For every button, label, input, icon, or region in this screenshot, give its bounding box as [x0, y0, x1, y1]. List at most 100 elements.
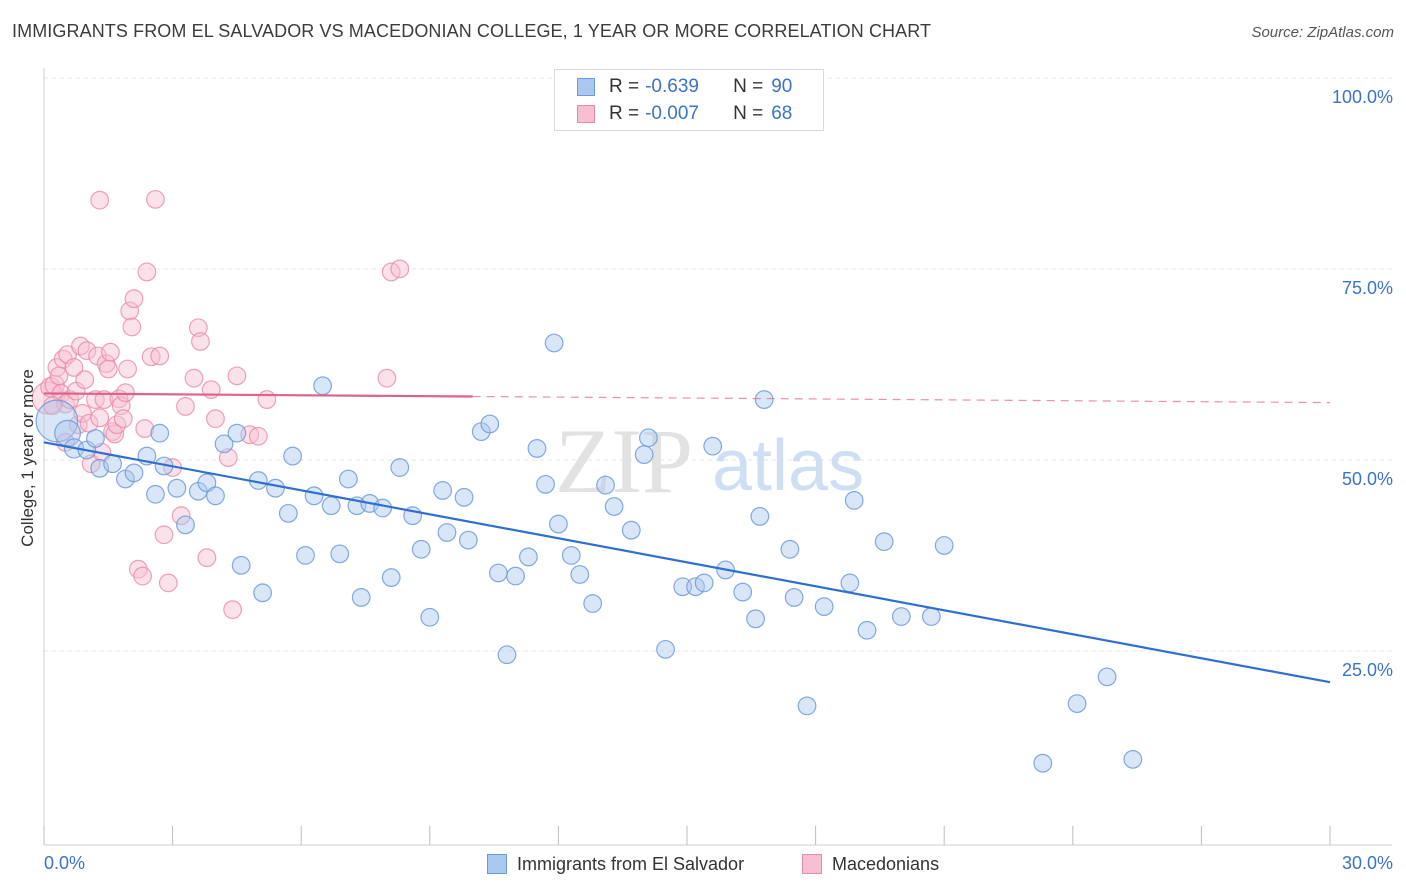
el-salvador-point: [147, 485, 165, 503]
el-salvador-point: [858, 621, 876, 639]
el-salvador-point: [391, 459, 409, 477]
bottom-legend-swatch-pink: [802, 854, 822, 874]
legend-box: R = -0.639 N = 90 R = -0.007 N = 68: [554, 69, 824, 131]
y-tick-label: 25.0%: [1342, 660, 1393, 680]
macedonian-point: [123, 318, 141, 336]
macedonian-point: [115, 410, 133, 428]
macedonian-point: [138, 263, 156, 281]
legend-r-label: R =: [609, 76, 639, 98]
el-salvador-point: [798, 697, 816, 715]
legend-n-value: 90: [771, 76, 792, 98]
legend-n-value: 68: [771, 103, 792, 125]
macedonian-point: [185, 369, 203, 387]
macedonian-point: [198, 549, 216, 567]
el-salvador-point: [305, 487, 323, 505]
el-salvador-point: [481, 415, 499, 433]
macedonian-point: [391, 260, 409, 278]
bottom-legend-label: Immigrants from El Salvador: [517, 854, 744, 875]
legend-row-macedonians: R = -0.007 N = 68: [577, 102, 792, 126]
macedonian-point: [378, 369, 396, 387]
el-salvador-point: [584, 595, 602, 613]
el-salvador-point: [322, 497, 340, 515]
el-salvador-point: [537, 476, 555, 494]
macedonian-point: [134, 567, 152, 585]
x-tick-label: 0.0%: [44, 853, 85, 873]
el-salvador-point: [845, 492, 863, 510]
y-axis-label: College, 1 year or more: [18, 369, 37, 547]
bottom-legend-el-salvador: Immigrants from El Salvador: [487, 852, 744, 876]
watermark: ZIP atlas: [555, 410, 864, 512]
bottom-legend-macedonians: Macedonians: [802, 852, 939, 876]
el-salvador-point: [597, 476, 615, 494]
legend-n-label: N =: [733, 76, 763, 98]
el-salvador-point: [331, 545, 349, 563]
el-salvador-point: [434, 482, 452, 500]
el-salvador-point: [695, 574, 713, 592]
el-salvador-point: [571, 566, 589, 584]
el-salvador-point: [151, 424, 169, 442]
legend-swatch-pink: [577, 105, 595, 123]
el-salvador-point: [815, 598, 833, 616]
macedonian-point: [125, 290, 143, 308]
macedonian-trend-line-dashed: [473, 396, 1330, 402]
el-salvador-point: [1034, 754, 1052, 772]
el-salvador-point: [284, 447, 302, 465]
el-salvador-point: [460, 531, 478, 549]
el-salvador-point: [635, 446, 653, 464]
bottom-legend-swatch-blue: [487, 854, 507, 874]
el-salvador-point: [747, 610, 765, 628]
el-salvador-point: [87, 430, 105, 448]
el-salvador-point: [421, 608, 439, 626]
legend-swatch-blue: [577, 78, 595, 96]
el-salvador-point: [657, 641, 675, 659]
el-salvador-point: [438, 524, 456, 542]
legend-r-value: -0.639: [645, 76, 715, 98]
el-salvador-point: [412, 540, 430, 558]
el-salvador-point: [785, 589, 803, 607]
el-salvador-point: [704, 437, 722, 455]
el-salvador-point: [923, 608, 941, 626]
bottom-legend-label: Macedonians: [832, 854, 939, 875]
macedonian-point: [228, 367, 246, 385]
y-tick-label: 100.0%: [1332, 87, 1393, 107]
series-macedonians: [32, 191, 408, 619]
el-salvador-point: [280, 505, 298, 523]
el-salvador-point: [455, 489, 473, 507]
macedonian-point: [250, 427, 268, 445]
el-salvador-point: [297, 547, 315, 565]
el-salvador-point: [751, 508, 769, 526]
macedonian-point: [91, 409, 109, 427]
el-salvador-point: [640, 429, 658, 447]
el-salvador-point: [1098, 668, 1116, 686]
el-salvador-point: [104, 455, 122, 473]
macedonian-point: [192, 333, 210, 351]
legend-r-value: -0.007: [645, 103, 715, 125]
legend-r-label: R =: [609, 103, 639, 125]
el-salvador-point: [875, 533, 893, 551]
el-salvador-point: [267, 479, 285, 497]
x-tick-label: 30.0%: [1342, 853, 1393, 873]
macedonian-point: [224, 601, 242, 619]
el-salvador-point: [520, 548, 538, 566]
el-salvador-point: [490, 564, 508, 582]
watermark-atlas: atlas: [712, 426, 864, 506]
el-salvador-point: [374, 499, 392, 517]
macedonian-point: [177, 398, 195, 416]
el-salvador-point: [507, 567, 525, 585]
el-salvador-point: [340, 470, 358, 488]
macedonian-point: [155, 526, 173, 544]
el-salvador-point: [528, 440, 546, 458]
el-salvador-point: [935, 537, 953, 555]
el-salvador-point: [125, 464, 143, 482]
macedonian-point: [76, 371, 94, 389]
macedonian-point: [100, 360, 118, 378]
el-salvador-point: [562, 547, 580, 565]
el-salvador-point: [207, 487, 225, 505]
el-salvador-point: [755, 391, 773, 409]
el-salvador-point: [841, 574, 859, 592]
macedonian-point: [91, 191, 109, 209]
scatter-chart: ZIP atlas 100.0%75.0%50.0%25.0%0.0%30.0%…: [0, 0, 1406, 892]
macedonian-point: [207, 410, 225, 428]
macedonian-point: [258, 391, 276, 409]
el-salvador-point: [228, 424, 246, 442]
